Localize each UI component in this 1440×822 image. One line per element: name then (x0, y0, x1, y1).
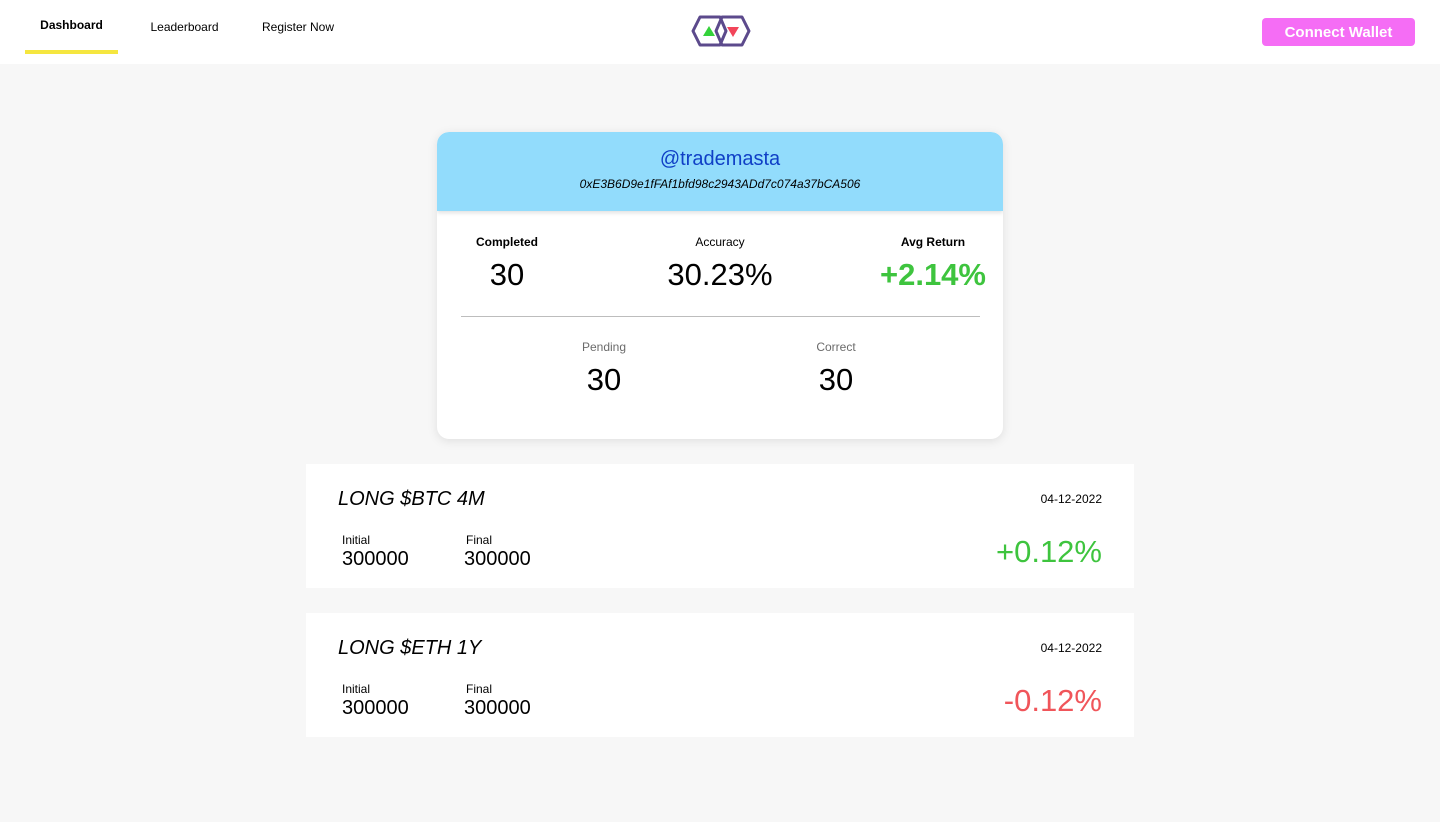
stat-avg-return: Avg Return +2.14% (873, 235, 993, 293)
connect-wallet-button[interactable]: Connect Wallet (1262, 18, 1415, 46)
final-label: Final (466, 682, 493, 696)
stat-completed: Completed 30 (457, 235, 557, 293)
initial-value: 300000 (342, 548, 409, 570)
avg-return-label: Avg Return (900, 235, 966, 249)
initial-label: Initial (342, 682, 371, 696)
completed-label: Completed (475, 235, 538, 249)
trade-final: Final 300000 (464, 533, 531, 571)
final-value: 300000 (464, 697, 531, 719)
trade-card[interactable]: LONG $ETH 1Y 04-12-2022 Initial 300000 F… (306, 613, 1134, 737)
stat-correct: Correct 30 (786, 340, 886, 398)
logo-up-down-triangles-icon[interactable] (690, 14, 752, 48)
initial-value: 300000 (342, 697, 409, 719)
initial-label: Initial (342, 533, 371, 547)
completed-value: 30 (489, 257, 525, 292)
nav-item-register-now[interactable]: Register Now (261, 20, 335, 34)
stats-divider (461, 316, 980, 317)
trade-title: LONG $ETH 1Y (338, 637, 482, 659)
trade-return: +0.12% (995, 534, 1102, 569)
profile-header: @trademasta 0xE3B6D9e1fFAf1bfd98c2943ADd… (437, 132, 1003, 211)
trade-date: 04-12-2022 (1040, 641, 1102, 655)
trade-title: LONG $BTC 4M (338, 488, 485, 510)
wallet-address: 0xE3B6D9e1fFAf1bfd98c2943ADd7c074a37bCA5… (579, 177, 861, 191)
profile-card: @trademasta 0xE3B6D9e1fFAf1bfd98c2943ADd… (437, 132, 1003, 439)
avg-return-value: +2.14% (879, 257, 986, 292)
trade-date: 04-12-2022 (1040, 492, 1102, 506)
trade-final: Final 300000 (464, 682, 531, 720)
username: @trademasta (659, 148, 781, 170)
correct-label: Correct (816, 340, 856, 354)
stat-pending: Pending 30 (554, 340, 654, 398)
trade-initial: Initial 300000 (342, 682, 409, 720)
top-navbar: Dashboard Leaderboard Register Now Conne… (0, 0, 1440, 64)
pending-value: 30 (586, 362, 622, 397)
trade-return: -0.12% (1003, 683, 1102, 718)
trade-initial: Initial 300000 (342, 533, 409, 571)
pending-label: Pending (581, 340, 627, 354)
correct-value: 30 (818, 362, 854, 397)
trade-card[interactable]: LONG $BTC 4M 04-12-2022 Initial 300000 F… (306, 464, 1134, 588)
final-label: Final (466, 533, 493, 547)
accuracy-label: Accuracy (695, 235, 745, 249)
final-value: 300000 (464, 548, 531, 570)
accuracy-value: 30.23% (667, 257, 773, 292)
stat-accuracy: Accuracy 30.23% (640, 235, 800, 293)
nav-item-dashboard[interactable]: Dashboard (25, 0, 118, 54)
nav-item-leaderboard[interactable]: Leaderboard (150, 20, 219, 34)
